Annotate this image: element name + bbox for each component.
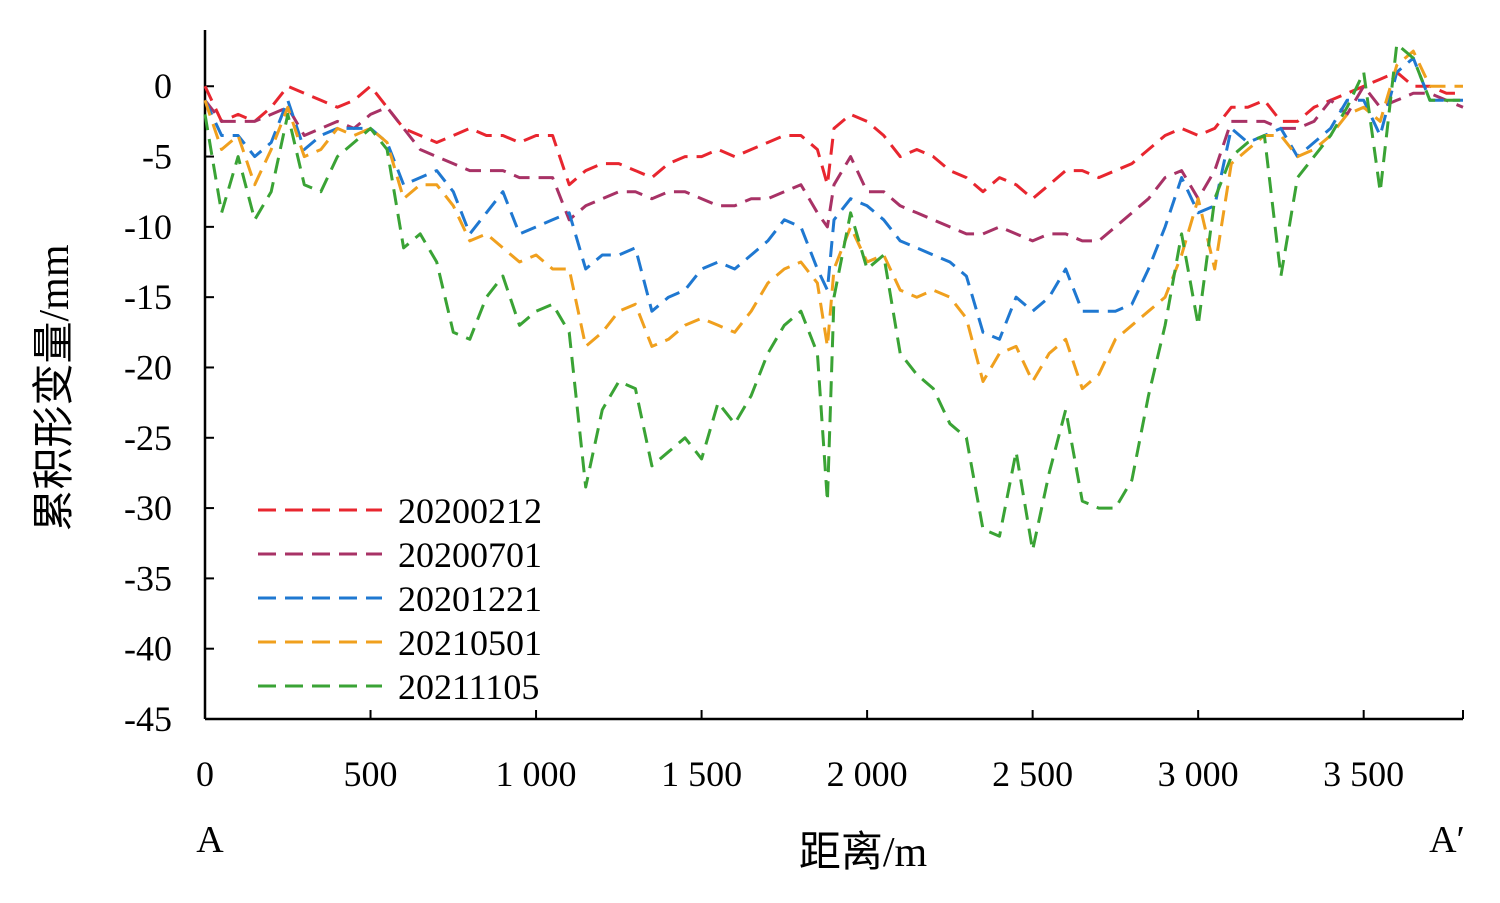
x-tick-label: 1 500 — [661, 754, 742, 794]
y-tick-label: -25 — [124, 418, 172, 458]
x-tick-label: 3 500 — [1323, 754, 1404, 794]
start-point-label: A — [196, 819, 224, 861]
y-axis-label: 累积形变量/mm — [31, 244, 78, 531]
series-line-20210501 — [203, 49, 1463, 391]
legend-label-20210501: 20210501 — [398, 623, 542, 663]
x-tick-label: 3 000 — [1158, 754, 1239, 794]
y-tick-label: -40 — [124, 629, 172, 669]
x-tick-label: 2 000 — [827, 754, 908, 794]
y-tick-label: -15 — [124, 277, 172, 317]
y-tick-label: -30 — [124, 488, 172, 528]
y-tick-label: -35 — [124, 558, 172, 598]
legend-label-20211105: 20211105 — [398, 667, 539, 707]
y-tick-label: -45 — [124, 699, 172, 739]
x-ticks: 0 500 1 000 1 500 2 000 2 500 3 000 3 500 — [196, 710, 1464, 794]
axes — [203, 30, 1463, 721]
series-line-20211105 — [203, 42, 1463, 552]
x-tick-label: 500 — [344, 754, 398, 794]
y-axis-title: 累积形变量/mm — [31, 244, 78, 531]
y-ticks: 0 -5 -10 -15 -20 -25 -30 -35 -40 -45 — [124, 66, 214, 739]
series-lines — [203, 42, 1464, 552]
y-tick-label: -20 — [124, 347, 172, 387]
legend-label-20201221: 20201221 — [398, 579, 542, 619]
legend-label-20200212: 20200212 — [398, 491, 542, 531]
end-point-label: A′ — [1429, 819, 1465, 861]
y-tick-label: -5 — [142, 137, 172, 177]
series-line-20200212 — [203, 70, 1463, 201]
y-tick-label: 0 — [154, 66, 172, 106]
y-tick-label: -10 — [124, 207, 172, 247]
series-line-20201221 — [203, 56, 1463, 341]
legend-label-20200701: 20200701 — [398, 535, 542, 575]
x-tick-label: 1 000 — [496, 754, 577, 794]
x-tick-label: 2 500 — [992, 754, 1073, 794]
x-axis-label: 距离/m — [799, 829, 928, 876]
x-tick-label: 0 — [196, 754, 214, 794]
series-line-20200701 — [203, 84, 1464, 243]
